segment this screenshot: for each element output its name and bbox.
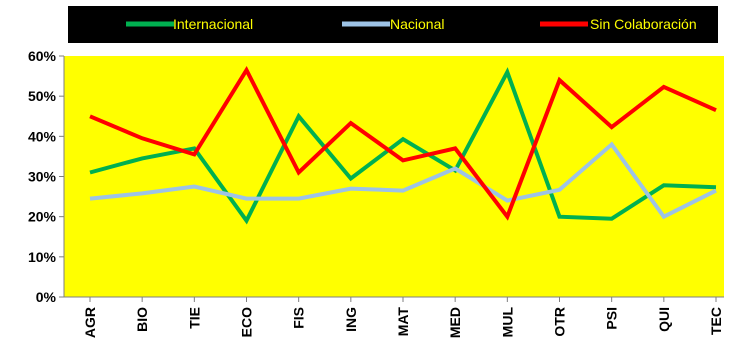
series-line-nacional — [89, 141, 717, 220]
y-axis: 0% 10% 20% 30% 40% 50% 60% — [28, 48, 65, 305]
series-lines — [89, 66, 717, 225]
y-tick-label: 50% — [28, 88, 57, 104]
y-tick-label: 10% — [28, 249, 57, 265]
series-line-internacional — [89, 67, 717, 225]
x-tick-label: BIO — [134, 307, 150, 332]
legend-label: Nacional — [390, 16, 444, 32]
x-tick-label: QUI — [656, 307, 672, 332]
legend: Internacional Nacional Sin Colaboración — [126, 16, 697, 32]
x-tick-label: ING — [343, 307, 359, 332]
legend-label: Internacional — [173, 16, 253, 32]
y-tick-label: 40% — [28, 128, 57, 144]
x-tick-label: MED — [447, 307, 463, 338]
y-tick-label: 0% — [36, 289, 57, 305]
x-tick-label: OTR — [552, 307, 568, 337]
legend-label: Sin Colaboración — [590, 16, 697, 32]
series-line-sin-colaboracion — [89, 66, 717, 221]
x-tick-label: ECO — [239, 307, 255, 337]
x-tick-label: TIE — [186, 307, 202, 329]
plot-area — [64, 56, 724, 297]
y-tick-label: 60% — [28, 48, 57, 64]
x-axis: AGR BIO TIE ECO FIS ING MAT MED MUL OTR PSI QUI TEC — [64, 296, 724, 338]
x-tick-label: AGR — [82, 307, 98, 338]
y-tick-label: 20% — [28, 209, 57, 225]
x-tick-label: TEC — [708, 307, 724, 335]
legend-box — [68, 6, 718, 43]
x-tick-label: MAT — [395, 307, 411, 337]
x-tick-label: PSI — [604, 307, 620, 330]
x-tick-label: FIS — [291, 307, 307, 329]
y-tick-label: 30% — [28, 169, 57, 185]
x-tick-label: MUL — [499, 307, 515, 338]
